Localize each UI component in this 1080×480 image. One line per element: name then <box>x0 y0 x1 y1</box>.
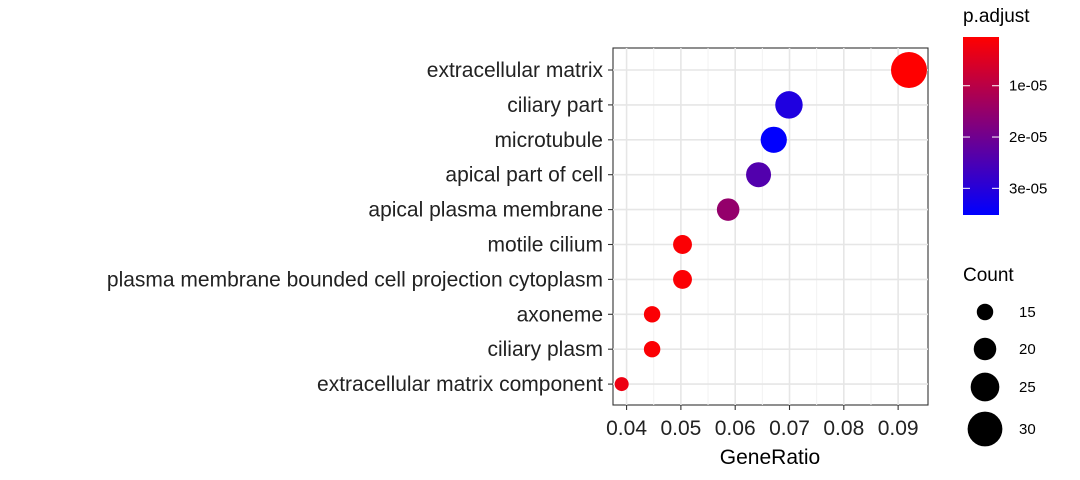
data-point <box>643 306 661 323</box>
data-point <box>760 126 787 153</box>
color-legend-label: 1e-05 <box>1009 78 1047 95</box>
y-tick-label: apical part of cell <box>445 164 603 187</box>
x-tick-label: 0.06 <box>715 417 756 440</box>
plot-panel-border <box>612 47 929 406</box>
size-legend-label: 15 <box>1019 304 1036 321</box>
size-legend-key <box>976 303 994 321</box>
data-point <box>746 162 772 188</box>
data-point <box>716 198 740 221</box>
data-points <box>614 52 927 392</box>
size-legend-key <box>967 411 1003 447</box>
size-legend-label: 20 <box>1019 341 1036 358</box>
data-point <box>643 340 661 358</box>
y-tick-label: plasma membrane bounded cell projection … <box>107 268 603 291</box>
y-tick-label: axoneme <box>517 303 603 326</box>
y-axis: extracellular matrix ciliary part microtub… <box>107 59 613 396</box>
y-tick-label: extracellular matrix <box>427 59 604 82</box>
x-axis-title: GeneRatio <box>720 446 820 469</box>
x-tick-label: 0.07 <box>769 417 810 440</box>
size-legend-title: Count <box>963 265 1014 286</box>
color-legend-title: p.adjust <box>963 6 1030 27</box>
x-axis: 0.04 0.05 0.06 0.07 0.08 0.09 <box>606 405 919 440</box>
x-tick-label: 0.04 <box>606 417 647 440</box>
y-tick-label: motile cilium <box>487 234 603 257</box>
plot-panel <box>612 47 929 406</box>
y-tick-label: microtubule <box>494 129 603 152</box>
color-legend-bar <box>963 37 999 215</box>
y-tick-label: ciliary plasm <box>487 338 603 361</box>
size-legend-key <box>973 337 997 361</box>
data-point <box>775 91 803 119</box>
size-legend-key <box>970 372 1000 402</box>
x-tick-label: 0.09 <box>878 417 919 440</box>
color-legend-label: 3e-05 <box>1009 180 1047 197</box>
x-tick-label: 0.05 <box>660 417 701 440</box>
data-point <box>890 52 927 88</box>
color-legend-label: 2e-05 <box>1009 129 1047 146</box>
size-legend-label: 25 <box>1019 379 1036 396</box>
size-legend-label: 30 <box>1019 421 1036 438</box>
data-point <box>614 377 629 392</box>
color-legend: p.adjust 1e-05 2e-05 3e-05 <box>963 6 1047 215</box>
x-tick-label: 0.08 <box>823 417 864 440</box>
y-tick-label: extracellular matrix component <box>317 373 603 396</box>
data-point <box>673 235 692 254</box>
y-tick-label: apical plasma membrane <box>368 199 603 222</box>
data-point <box>673 269 692 289</box>
size-legend: Count 15 20 25 30 <box>963 265 1036 447</box>
y-tick-label: ciliary part <box>507 94 603 117</box>
